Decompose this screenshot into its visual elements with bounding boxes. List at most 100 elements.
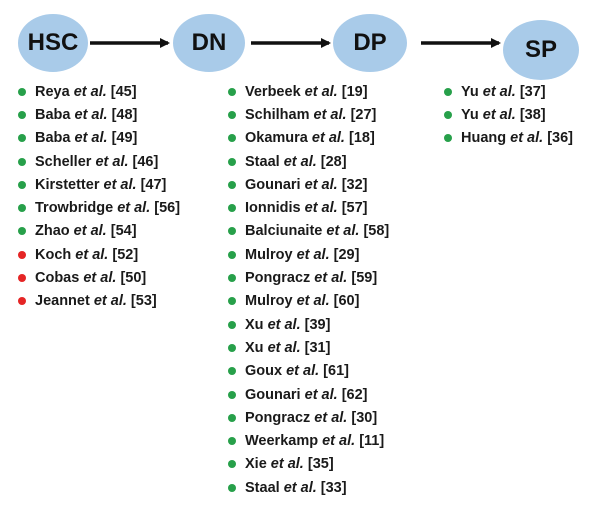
green-dot-icon bbox=[228, 483, 236, 492]
reference-number: [45] bbox=[110, 83, 137, 100]
reference-number: [38] bbox=[519, 106, 546, 123]
reference-number: [52] bbox=[112, 246, 139, 263]
reference-author: Gounari bbox=[245, 386, 301, 403]
green-dot-icon bbox=[444, 110, 452, 119]
et-al-label: et al. bbox=[74, 106, 108, 123]
green-dot-icon bbox=[228, 134, 236, 143]
node-dn: DN bbox=[173, 14, 245, 72]
reference-item: Zhao et al. [54] bbox=[18, 220, 180, 243]
reference-number: [19] bbox=[341, 83, 368, 100]
reference-item: Okamura et al. [18] bbox=[228, 127, 389, 150]
reference-number: [50] bbox=[120, 270, 147, 287]
green-dot-icon bbox=[228, 343, 236, 352]
reference-item: Reya et al. [45] bbox=[18, 80, 180, 103]
reference-author: Mulroy bbox=[245, 293, 293, 310]
reference-item: Yu et al. [37] bbox=[444, 80, 573, 103]
et-al-label: et al. bbox=[95, 153, 129, 170]
et-al-label: et al. bbox=[322, 433, 356, 450]
reference-item: Gounari et al. [32] bbox=[228, 173, 389, 196]
reference-item: Xu et al. [39] bbox=[228, 313, 389, 336]
reference-item: Kirstetter et al. [47] bbox=[18, 173, 180, 196]
green-dot-icon bbox=[18, 134, 26, 143]
reference-number: [39] bbox=[304, 316, 331, 333]
green-dot-icon bbox=[228, 297, 236, 306]
reference-author: Goux bbox=[245, 363, 283, 380]
et-al-label: et al. bbox=[283, 153, 317, 170]
green-dot-icon bbox=[228, 227, 236, 236]
et-al-label: et al. bbox=[304, 83, 338, 100]
reference-number: [59] bbox=[351, 270, 378, 287]
green-dot-icon bbox=[228, 110, 236, 119]
reference-item: Yu et al. [38] bbox=[444, 103, 573, 126]
green-dot-icon bbox=[228, 87, 236, 96]
et-al-label: et al. bbox=[270, 456, 304, 473]
reference-number: [36] bbox=[547, 130, 574, 147]
reference-number: [33] bbox=[320, 479, 347, 496]
reference-author: Baba bbox=[35, 130, 71, 147]
reference-number: [48] bbox=[111, 106, 138, 123]
hsc-reference-list: Reya et al. [45] Baba et al. [48] Baba et … bbox=[18, 80, 180, 313]
reference-item: Gounari et al. [62] bbox=[228, 383, 389, 406]
reference-item: Pongracz et al. [30] bbox=[228, 406, 389, 429]
green-dot-icon bbox=[444, 134, 452, 143]
green-dot-icon bbox=[228, 413, 236, 422]
reference-number: [32] bbox=[341, 176, 368, 193]
red-dot-icon bbox=[18, 250, 26, 259]
reference-number: [60] bbox=[333, 293, 360, 310]
et-al-label: et al. bbox=[296, 246, 330, 263]
reference-item: Baba et al. [49] bbox=[18, 127, 180, 150]
reference-item: Ionnidis et al. [57] bbox=[228, 196, 389, 219]
reference-author: Xu bbox=[245, 316, 264, 333]
reference-author: Xu bbox=[245, 339, 264, 356]
reference-item: Mulroy et al. [29] bbox=[228, 243, 389, 266]
green-dot-icon bbox=[228, 250, 236, 259]
reference-item: Koch et al. [52] bbox=[18, 243, 180, 266]
et-al-label: et al. bbox=[482, 83, 516, 100]
green-dot-icon bbox=[18, 227, 26, 236]
node-hsc: HSC bbox=[18, 14, 88, 72]
reference-number: [56] bbox=[154, 200, 181, 217]
reference-item: Xu et al. [31] bbox=[228, 336, 389, 359]
reference-item: Xie et al. [35] bbox=[228, 453, 389, 476]
reference-author: Jeannet bbox=[35, 293, 90, 310]
reference-number: [49] bbox=[111, 130, 138, 147]
reference-item: Trowbridge et al. [56] bbox=[18, 196, 180, 219]
dn-reference-list: Verbeek et al. [19] Schilham et al. [27] O… bbox=[228, 80, 389, 499]
reference-item: Goux et al. [61] bbox=[228, 360, 389, 383]
reference-item: Scheller et al. [46] bbox=[18, 150, 180, 173]
reference-item: Staal et al. [28] bbox=[228, 150, 389, 173]
reference-item: Baba et al. [48] bbox=[18, 103, 180, 126]
reference-author: Zhao bbox=[35, 223, 70, 240]
reference-author: Staal bbox=[245, 153, 280, 170]
reference-item: Staal et al. [33] bbox=[228, 476, 389, 499]
reference-author: Mulroy bbox=[245, 246, 293, 263]
et-al-label: et al. bbox=[286, 363, 320, 380]
reference-number: [35] bbox=[307, 456, 334, 473]
et-al-label: et al. bbox=[311, 130, 345, 147]
reference-number: [18] bbox=[348, 130, 375, 147]
reference-number: [46] bbox=[132, 153, 159, 170]
reference-number: [27] bbox=[350, 106, 377, 123]
reference-item: Huang et al. [36] bbox=[444, 127, 573, 150]
reference-author: Baba bbox=[35, 106, 71, 123]
reference-number: [61] bbox=[323, 363, 349, 380]
et-al-label: et al. bbox=[283, 479, 317, 496]
reference-item: Cobas et al. [50] bbox=[18, 266, 180, 289]
green-dot-icon bbox=[18, 204, 26, 213]
et-al-label: et al. bbox=[103, 176, 137, 193]
reference-author: Pongracz bbox=[245, 409, 311, 426]
reference-number: [58] bbox=[363, 223, 390, 240]
reference-author: Yu bbox=[461, 106, 479, 123]
reference-author: Ionnidis bbox=[245, 200, 301, 217]
reference-author: Huang bbox=[461, 130, 507, 147]
green-dot-icon bbox=[18, 180, 26, 189]
reference-number: [62] bbox=[341, 386, 368, 403]
et-al-label: et al. bbox=[296, 293, 330, 310]
reference-item: Pongracz et al. [59] bbox=[228, 266, 389, 289]
et-al-label: et al. bbox=[73, 83, 107, 100]
green-dot-icon bbox=[228, 460, 236, 469]
node-sp: SP bbox=[503, 20, 579, 80]
et-al-label: et al. bbox=[314, 409, 348, 426]
reference-number: [47] bbox=[140, 176, 167, 193]
green-dot-icon bbox=[228, 437, 236, 446]
